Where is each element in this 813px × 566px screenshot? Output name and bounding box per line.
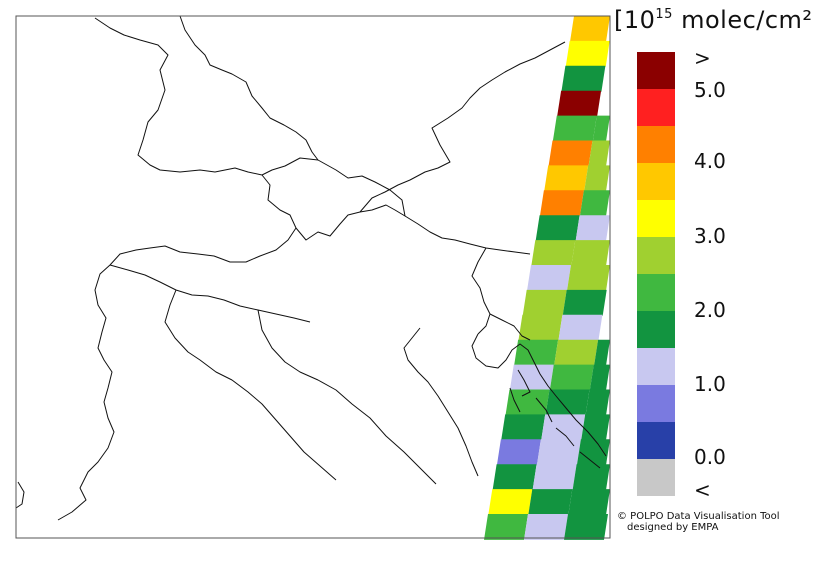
swath-pixel xyxy=(488,489,533,515)
swath-pixel xyxy=(535,215,580,242)
swath-pixel xyxy=(562,289,607,316)
tick-label-above: > xyxy=(694,46,711,70)
color-scale-box xyxy=(637,52,675,89)
istria-coast xyxy=(471,333,607,457)
swath-pixel xyxy=(549,364,594,391)
tick-label-below: < xyxy=(694,478,711,502)
swath-pixel xyxy=(564,514,608,540)
swath-pixel xyxy=(501,414,546,441)
map-frame xyxy=(15,15,611,539)
color-scale-box xyxy=(637,348,675,385)
swath-pixel xyxy=(527,265,571,291)
credit-line-2: designed by EMPA xyxy=(627,522,719,533)
swath-pixel xyxy=(594,339,610,366)
color-scale-box xyxy=(637,274,675,311)
swath-pixel xyxy=(514,339,559,366)
tick-label-1: 1.0 xyxy=(694,372,726,396)
border-france-italy xyxy=(57,227,297,521)
border-italy-slovenia xyxy=(471,247,491,335)
italy-adriatic-coast xyxy=(403,327,479,477)
color-scale-box xyxy=(637,422,675,459)
swath-pixel xyxy=(576,439,610,466)
swath-pixel xyxy=(570,16,610,42)
border-slovenia-croatia xyxy=(489,313,531,341)
swath-pixel xyxy=(554,339,599,366)
swath-pixel xyxy=(509,364,554,391)
color-scale-bar xyxy=(637,52,675,496)
swath-pixel xyxy=(544,165,589,192)
swath-pixel xyxy=(561,65,606,92)
swath-pixel xyxy=(571,240,610,266)
tick-label-0: 0.0 xyxy=(694,445,726,469)
swath-pixel xyxy=(565,40,610,67)
swath-pixel xyxy=(592,115,610,142)
swath-pixel xyxy=(552,115,597,142)
swath-pixel xyxy=(568,489,610,515)
color-scale-box xyxy=(637,200,675,237)
swath-pixel xyxy=(579,190,610,217)
color-scale-box xyxy=(637,459,675,496)
color-scale-box xyxy=(637,89,675,126)
border-france-germany xyxy=(179,15,319,161)
tick-label-3: 3.0 xyxy=(694,224,726,248)
swath-pixel xyxy=(528,489,573,515)
swath-pixel xyxy=(492,464,537,491)
swath-pixel xyxy=(588,140,610,167)
color-scale-box xyxy=(637,385,675,422)
croatian-islands xyxy=(509,369,601,469)
swath-pixel xyxy=(545,389,590,416)
border-austria xyxy=(404,215,531,255)
satellite-swath xyxy=(484,16,610,540)
swath-pixel xyxy=(548,140,593,167)
swath-pixel xyxy=(518,314,563,341)
swath-pixel xyxy=(524,514,568,540)
swath-pixel xyxy=(536,439,581,466)
swath-pixel xyxy=(522,289,567,316)
tick-label-4: 4.0 xyxy=(694,149,726,173)
country-borders xyxy=(15,15,607,521)
corsica-outline xyxy=(15,481,25,509)
color-scale-box xyxy=(637,126,675,163)
swath-pixel xyxy=(589,364,610,391)
color-scale-box xyxy=(637,237,675,274)
color-scale-box xyxy=(637,163,675,200)
swath-pixel xyxy=(567,265,610,291)
swath-pixel xyxy=(572,464,610,491)
swath-pixel xyxy=(541,414,586,441)
tick-label-2: 2.0 xyxy=(694,298,726,322)
swath-pixel xyxy=(531,240,576,266)
swath-pixel xyxy=(558,314,603,341)
swath-pixel xyxy=(584,165,610,192)
swath-pixel xyxy=(585,389,610,416)
color-scale-box xyxy=(637,311,675,348)
swath-pixel xyxy=(484,514,528,540)
border-switzerland xyxy=(261,157,406,241)
swath-pixel xyxy=(496,439,541,466)
swath-pixel xyxy=(575,215,610,242)
swath-pixel xyxy=(557,90,602,117)
swath-pixel xyxy=(532,464,577,491)
border-germany-austria xyxy=(359,41,566,213)
swath-pixel xyxy=(581,414,610,441)
border-france-west xyxy=(94,17,263,176)
unit-label: [1015 molec/cm²] xyxy=(614,6,813,34)
credit-line-1: © POLPO Data Visualisation Tool xyxy=(617,511,780,522)
tick-label-5: 5.0 xyxy=(694,78,726,102)
swath-pixel xyxy=(505,389,550,416)
credit-text: © POLPO Data Visualisation Tool designed… xyxy=(617,511,780,533)
italy-internal-regions xyxy=(109,264,437,485)
swath-pixel xyxy=(539,190,584,217)
